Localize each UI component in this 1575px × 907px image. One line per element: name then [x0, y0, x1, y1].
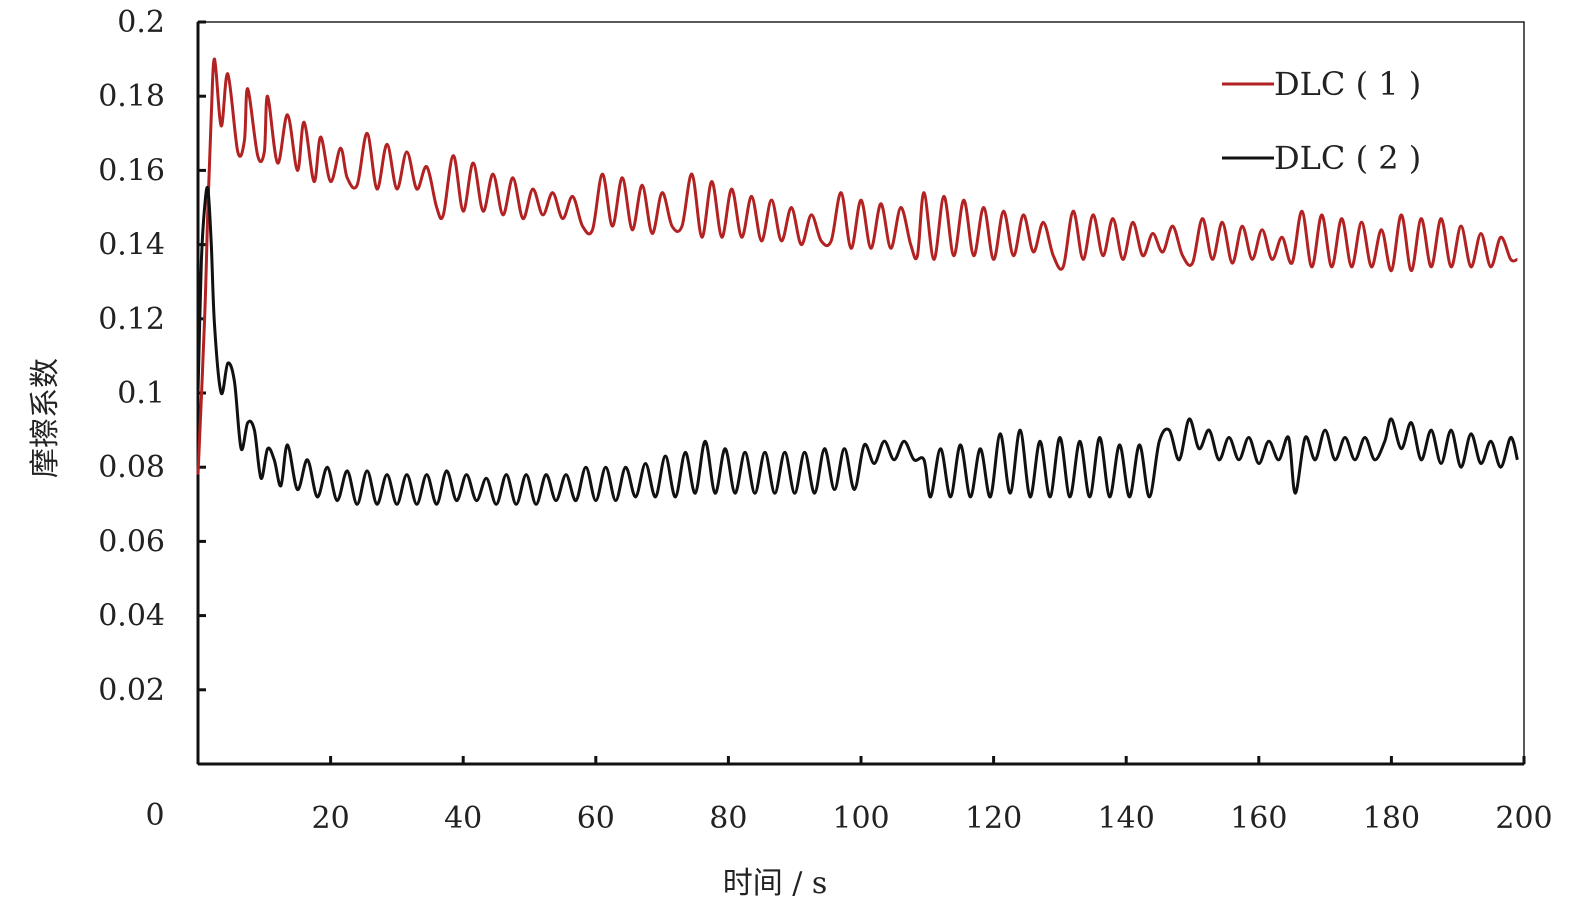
- series-line-2: [196, 186, 1519, 506]
- axis-ticks: [198, 20, 1526, 764]
- y-tick-label: 0.14: [98, 228, 165, 263]
- series-line-1: [196, 57, 1518, 475]
- axis-tick-labels: 0.02 0.04 0.06 0.08 0.1 0.12 0.14 0.16 0.18 0.2 20…: [98, 5, 1552, 836]
- y-tick-label: 0.2: [117, 5, 165, 40]
- x-tick-label: 200: [1495, 801, 1552, 836]
- y-tick-label: 0.08: [98, 450, 165, 485]
- legend: DLC ( 1 ) DLC ( 2 ): [1222, 65, 1421, 177]
- x-tick-label: 160: [1230, 801, 1287, 836]
- x-tick-label: 180: [1363, 801, 1420, 836]
- x-tick-label: 60: [577, 801, 615, 836]
- y-tick-label: 0.18: [98, 79, 165, 114]
- series-lines: [196, 57, 1519, 506]
- x-tick-label: 100: [832, 801, 889, 836]
- y-tick-label: 0.12: [98, 302, 165, 337]
- x-tick-label: 40: [444, 801, 482, 836]
- x-axis-title: 时间 / s: [723, 866, 828, 901]
- plot-frame: [197, 21, 1525, 765]
- y-tick-label: 0.16: [98, 153, 165, 188]
- y-tick-label: 0.1: [117, 376, 165, 411]
- x-tick-label: 20: [312, 801, 350, 836]
- y-axis-title: 摩擦系数: [28, 358, 63, 478]
- y-tick-label: 0.04: [98, 599, 165, 634]
- x-tick-label: 80: [709, 801, 747, 836]
- legend-label-dlc2: DLC ( 2 ): [1274, 139, 1421, 177]
- y-tick-label: 0.02: [98, 673, 165, 708]
- x-tick-label: 120: [965, 801, 1022, 836]
- x-origin-label: 0: [145, 798, 164, 833]
- x-tick-label: 140: [1098, 801, 1155, 836]
- legend-label-dlc1: DLC ( 1 ): [1274, 65, 1421, 103]
- y-tick-label: 0.06: [98, 524, 165, 559]
